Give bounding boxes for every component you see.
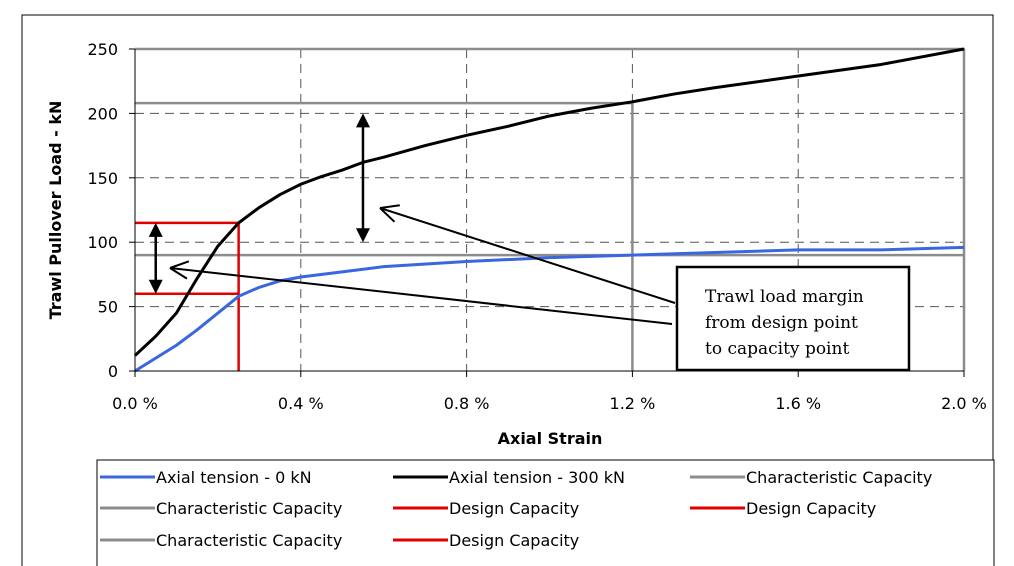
legend-label: Axial tension - 300 kN — [449, 468, 625, 487]
annotation-box: Trawl load margin from design point to c… — [675, 265, 911, 372]
y-tick-label: 50 — [98, 298, 118, 317]
callout-leader-line — [169, 267, 673, 325]
arrow-head-down-icon — [148, 279, 163, 294]
annotation-line-3: to capacity point — [705, 339, 849, 359]
legend-label: Design Capacity — [449, 531, 579, 550]
open-arrowhead-icon — [169, 260, 190, 269]
x-tick-label: 0.4 % — [278, 394, 324, 413]
legend-label: Characteristic Capacity — [156, 531, 342, 550]
legend-label: Characteristic Capacity — [746, 468, 932, 487]
series-line-axial-tension-0-kn — [134, 245, 965, 373]
legend-label: Design Capacity — [449, 499, 579, 518]
arrow-head-up-icon — [355, 113, 370, 128]
series-line-axial-tension-300-kn — [133, 47, 965, 357]
x-axis-title: Axial Strain — [498, 429, 603, 448]
y-axis-title: Trawl Pullover Load - kN — [46, 101, 65, 320]
callout-leader-line — [379, 207, 676, 304]
x-tick-label: 0.8 % — [444, 394, 490, 413]
y-tick-label: 200 — [87, 104, 118, 123]
open-arrowhead-icon — [379, 204, 400, 209]
y-tick-label: 150 — [87, 169, 118, 188]
arrow-head-down-icon — [355, 228, 370, 243]
x-tick-label: 0.0 % — [112, 394, 158, 413]
annotation-line-2: from design point — [705, 313, 858, 333]
legend-label: Axial tension - 0 kN — [156, 468, 312, 487]
y-tick-label: 0 — [108, 362, 118, 381]
open-arrowhead-icon — [379, 207, 396, 223]
y-tick-label: 250 — [87, 40, 118, 59]
x-tick-label: 2.0 % — [941, 394, 987, 413]
annotation-line-1: Trawl load margin — [705, 287, 864, 307]
open-arrowhead-icon — [169, 267, 188, 280]
x-tick-label: 1.6 % — [775, 394, 821, 413]
legend-label: Characteristic Capacity — [156, 499, 342, 518]
arrow-head-up-icon — [148, 222, 163, 237]
y-tick-label: 100 — [87, 233, 118, 252]
legend-label: Design Capacity — [746, 499, 876, 518]
legend — [96, 459, 995, 566]
x-tick-label: 1.2 % — [610, 394, 656, 413]
